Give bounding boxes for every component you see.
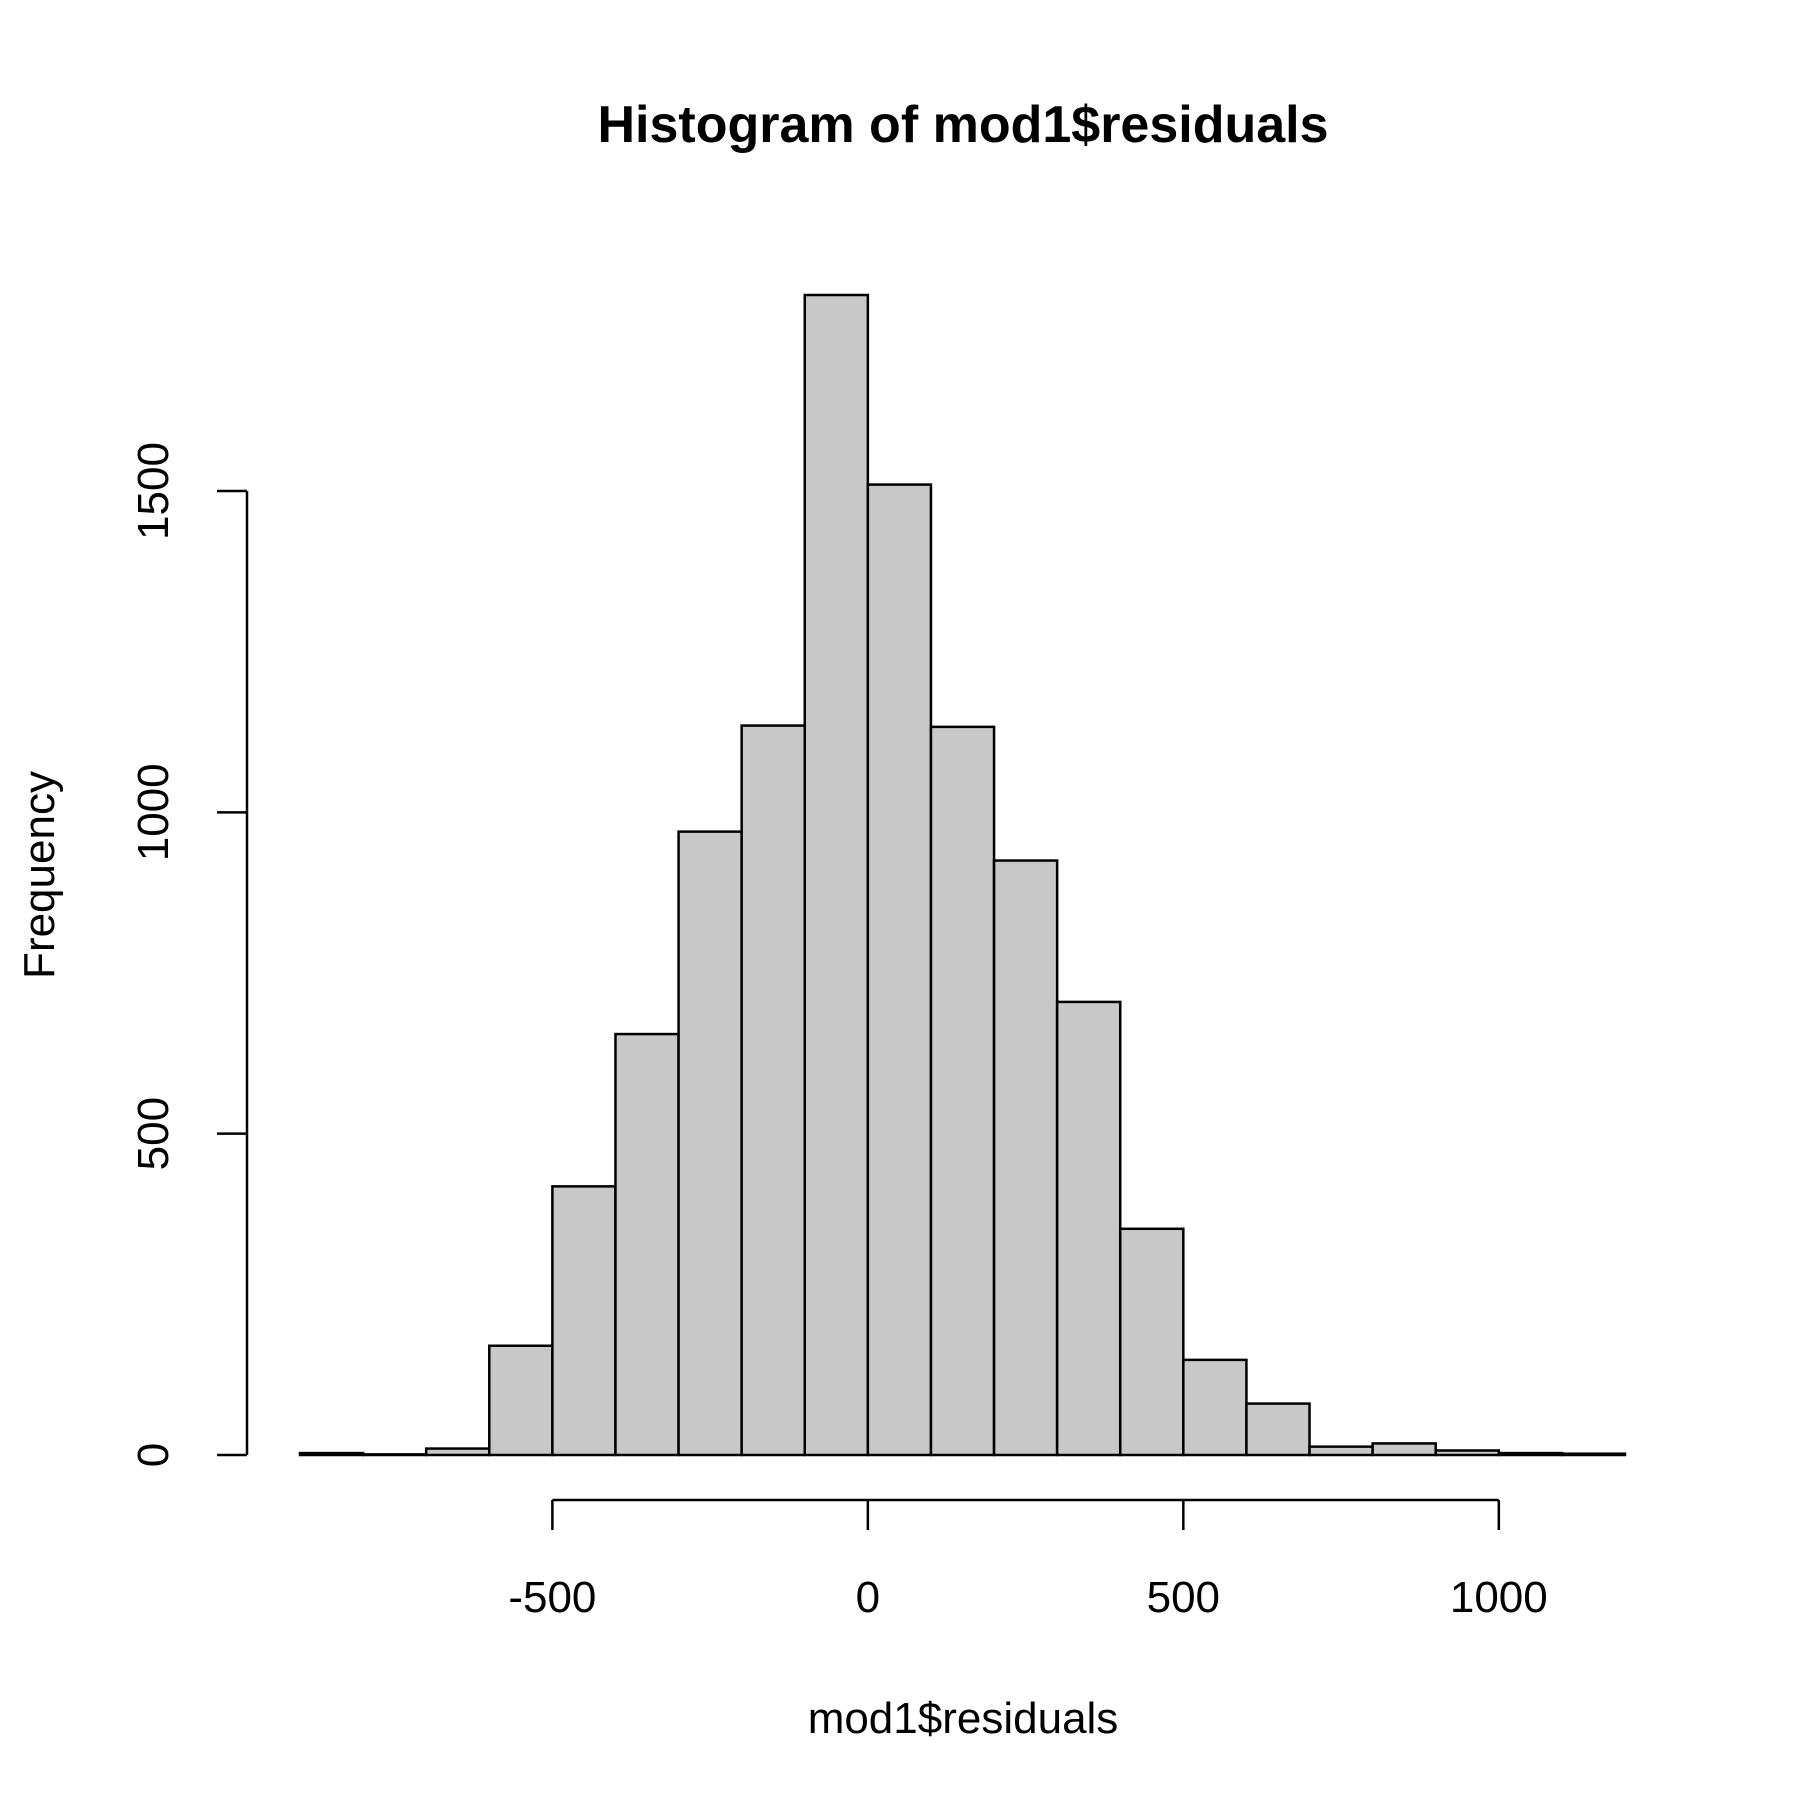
histogram-bar — [929, 725, 996, 1457]
x-tick-label: -500 — [508, 1573, 596, 1622]
histogram-bar — [866, 483, 933, 1457]
y-tick-label: 1000 — [129, 763, 178, 861]
histogram-bar — [1371, 1442, 1437, 1457]
x-axis: -500 0 500 1000 — [508, 1498, 1548, 1622]
histogram-bar — [614, 1032, 680, 1457]
y-tick-label: 500 — [129, 1097, 178, 1170]
bars-group — [298, 293, 1627, 1457]
histogram-bar — [740, 724, 807, 1457]
histogram-bar — [1118, 1227, 1185, 1457]
histogram-bar — [488, 1344, 554, 1457]
y-tick-label: 1500 — [129, 442, 178, 540]
histogram-bar — [803, 293, 870, 1457]
histogram-bar — [1055, 1000, 1122, 1457]
x-axis-label: mod1$residuals — [808, 1694, 1119, 1743]
y-tick-label: 0 — [129, 1443, 178, 1467]
histogram-bar — [1245, 1402, 1311, 1457]
x-tick-label: 500 — [1147, 1573, 1220, 1622]
y-axis: 0 500 1000 1500 — [129, 442, 249, 1467]
chart-title: Histogram of mod1$residuals — [597, 96, 1328, 154]
y-axis-label: Frequency — [15, 771, 64, 979]
histogram-bar — [1434, 1449, 1501, 1457]
histogram-bar — [677, 830, 743, 1457]
histogram-bar — [298, 1451, 365, 1457]
x-tick-label: 1000 — [1450, 1573, 1548, 1622]
histogram-bar — [1308, 1445, 1374, 1457]
histogram-bar — [361, 1453, 428, 1457]
histogram-bar — [992, 859, 1059, 1457]
histogram-bar — [551, 1185, 617, 1457]
histogram-bar — [1182, 1358, 1248, 1457]
x-tick-label: 0 — [856, 1573, 880, 1622]
histogram-bar — [1497, 1451, 1564, 1457]
histogram-bar — [1560, 1452, 1627, 1457]
histogram-bar — [424, 1447, 491, 1457]
